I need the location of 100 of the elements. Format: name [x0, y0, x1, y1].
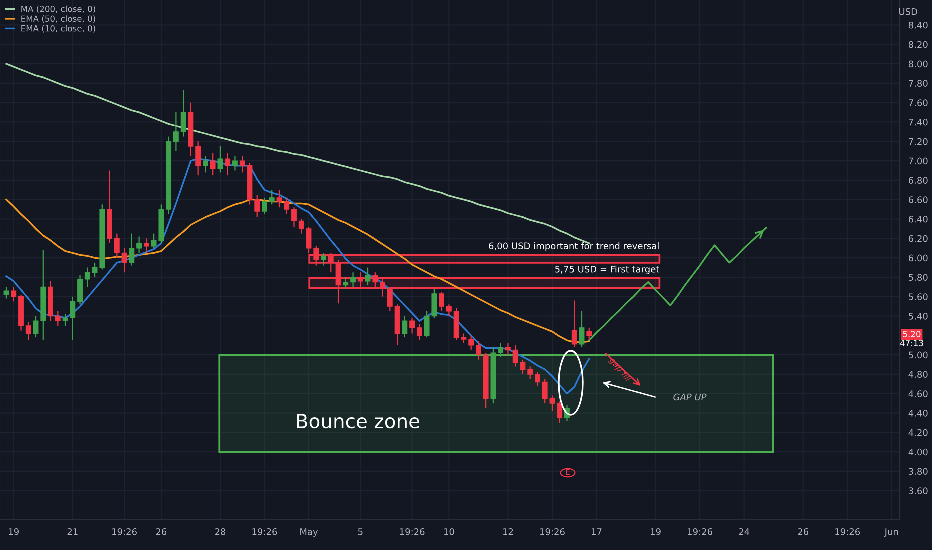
candlestick — [92, 262, 98, 278]
y-tick-label: 7.60 — [909, 100, 928, 106]
candlestick — [416, 323, 422, 342]
candlestick — [402, 316, 408, 338]
candlestick — [114, 233, 120, 259]
band-label: 6,00 USD important for trend reversal — [489, 242, 659, 252]
x-tick-label: 10 — [444, 528, 454, 536]
y-tick-label: 6.00 — [908, 254, 928, 262]
candlestick — [276, 190, 282, 208]
y-tick-label: 6.80 — [908, 177, 928, 184]
band-label: 5,75 USD = First target — [556, 266, 660, 275]
candlestick — [210, 152, 216, 176]
y-tick-label: 4.80 — [908, 371, 928, 378]
candlestick — [535, 372, 540, 387]
y-tick-label: 7.40 — [909, 118, 928, 126]
legend-label: EMA (50, close, 0) — [22, 16, 96, 23]
candlestick — [225, 152, 231, 176]
y-tick-label: 5.80 — [909, 274, 928, 282]
candlestick — [4, 286, 10, 300]
x-tick-label: Jun — [884, 528, 898, 537]
x-tick-label: 21 — [68, 528, 78, 536]
candlestick — [292, 207, 297, 228]
candlestick — [122, 248, 128, 274]
candlestick — [136, 236, 142, 254]
y-tick-label: 7.20 — [909, 138, 928, 146]
candlestick — [262, 197, 268, 215]
candlestick — [468, 335, 474, 351]
candlestick — [180, 90, 186, 138]
x-tick-label: 26 — [798, 528, 809, 536]
candlestick — [202, 156, 208, 174]
candlestick — [476, 340, 482, 360]
y-tick-label: 7.00 — [909, 158, 928, 165]
candlestick — [218, 146, 224, 174]
candlestick — [62, 314, 68, 327]
candlestick — [498, 342, 504, 358]
candlestick — [298, 218, 304, 234]
x-tick-label: 19:26 — [688, 528, 712, 536]
candlestick — [84, 267, 90, 288]
candlestick — [254, 194, 260, 218]
y-tick-label: 3.60 — [909, 488, 928, 494]
candlestick — [78, 274, 83, 306]
y-tick-label: 5.00 — [909, 352, 928, 359]
x-tick-label: 19:26 — [112, 528, 137, 536]
y-tick-label: 8.40 — [908, 22, 928, 29]
x-tick-label: 19:26 — [540, 528, 565, 536]
y-tick-label: 5.40 — [909, 313, 928, 320]
candlestick — [528, 366, 534, 380]
candlestick — [542, 378, 548, 404]
legend-label: MA (200, close, 0) — [22, 6, 96, 14]
candlestick — [520, 359, 526, 376]
candlestick — [446, 304, 452, 317]
y-tick-label: 6.20 — [908, 235, 928, 242]
x-tick-label: 19:26 — [836, 528, 860, 536]
candlestick — [586, 327, 592, 342]
candlestick — [129, 233, 135, 266]
y-tick-label: 4.00 — [908, 448, 928, 456]
x-tick-label: 17 — [592, 528, 602, 536]
legend-label: EMA (10, close, 0) — [22, 25, 96, 33]
candlestick — [350, 272, 356, 288]
x-tick-label: 19:26 — [252, 528, 278, 536]
band-label: Bounce zone — [297, 414, 420, 429]
candlestick — [26, 322, 32, 342]
y-tick-label: 5.60 — [909, 294, 928, 300]
y-tick-label: 8.00 — [908, 60, 928, 68]
x-tick-label: 19 — [9, 528, 19, 536]
candlestick — [343, 276, 349, 290]
y-tick-label: 4.60 — [908, 390, 928, 398]
y-tick-label: 6.60 — [908, 196, 928, 204]
x-tick-label: 26 — [156, 528, 167, 536]
candlestick — [506, 342, 511, 356]
y-tick-label: 7.80 — [909, 80, 928, 87]
y-tick-label: 8.20 — [908, 41, 928, 48]
candlestick — [550, 395, 556, 412]
y-tick-label: 6.40 — [908, 216, 928, 223]
line-series — [6, 63, 590, 244]
candlestick — [410, 318, 416, 334]
candlestick — [284, 197, 290, 215]
x-tick-label: 5 — [358, 528, 363, 536]
x-tick-label: May — [300, 528, 318, 538]
annotation: GAP UP — [674, 394, 707, 401]
candlestick — [512, 344, 518, 368]
candlestick — [11, 286, 17, 302]
candlestick — [269, 190, 275, 206]
candlestick — [365, 267, 371, 286]
candlestick — [240, 156, 246, 174]
text: 47:13 — [900, 340, 924, 346]
candlestick — [33, 316, 39, 338]
x-tick-label: 19 — [651, 528, 661, 536]
candlestick — [572, 300, 578, 348]
y-axis-title: USD — [900, 8, 918, 16]
candlestick — [439, 291, 445, 312]
text: 5.20 — [903, 331, 921, 338]
candlestick — [144, 238, 150, 254]
y-tick-label: 4.40 — [908, 410, 928, 417]
candlestick — [70, 296, 76, 342]
candlestick — [557, 401, 563, 424]
candlestick — [232, 156, 238, 172]
candlestick — [196, 141, 202, 176]
candlestick — [173, 112, 179, 152]
x-tick-label: 12 — [503, 528, 514, 536]
